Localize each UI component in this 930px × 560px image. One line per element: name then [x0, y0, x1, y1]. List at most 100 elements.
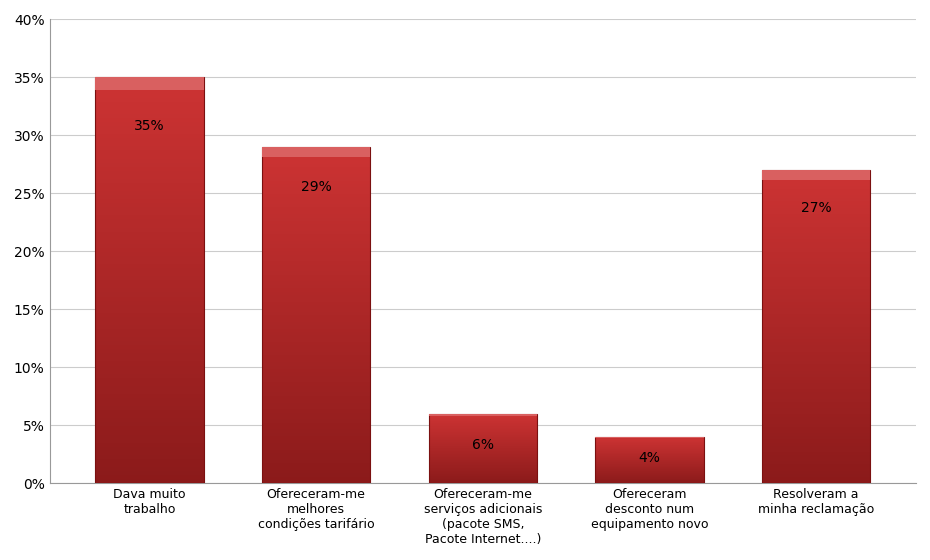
Bar: [262, 463, 370, 466]
Bar: [262, 476, 370, 480]
Bar: [262, 274, 370, 278]
Bar: [762, 451, 870, 455]
Bar: [762, 477, 870, 480]
Bar: [762, 226, 870, 230]
Bar: [262, 295, 370, 298]
Bar: [762, 220, 870, 223]
Bar: [96, 450, 204, 455]
Bar: [96, 312, 204, 317]
Bar: [96, 426, 204, 431]
Bar: [429, 433, 537, 434]
Bar: [96, 365, 204, 370]
Bar: [762, 230, 870, 233]
Bar: [429, 441, 537, 442]
Bar: [429, 414, 537, 416]
Bar: [429, 455, 537, 456]
Bar: [96, 162, 204, 167]
Bar: [262, 150, 370, 153]
Bar: [262, 338, 370, 342]
Bar: [762, 242, 870, 245]
Bar: [262, 298, 370, 302]
Bar: [429, 438, 537, 440]
Bar: [762, 398, 870, 402]
Bar: [429, 432, 537, 433]
Bar: [762, 254, 870, 258]
Bar: [762, 301, 870, 305]
Bar: [96, 85, 204, 90]
Bar: [96, 438, 204, 442]
Bar: [429, 415, 537, 416]
Bar: [262, 207, 370, 211]
Bar: [429, 446, 537, 447]
Bar: [96, 470, 204, 475]
Bar: [762, 170, 870, 180]
Bar: [96, 154, 204, 158]
Bar: [762, 195, 870, 198]
Bar: [762, 273, 870, 277]
Bar: [762, 361, 870, 364]
Bar: [262, 261, 370, 265]
Bar: [595, 437, 704, 438]
Bar: [262, 160, 370, 164]
Bar: [96, 130, 204, 134]
Bar: [96, 300, 204, 305]
Bar: [762, 467, 870, 471]
Bar: [262, 368, 370, 372]
Bar: [96, 357, 204, 362]
Bar: [262, 227, 370, 231]
Bar: [96, 186, 204, 191]
Bar: [762, 445, 870, 449]
Bar: [262, 248, 370, 251]
Bar: [262, 224, 370, 228]
Bar: [96, 475, 204, 479]
Bar: [262, 409, 370, 413]
Bar: [429, 422, 537, 423]
Bar: [96, 134, 204, 138]
Bar: [96, 235, 204, 240]
Bar: [762, 433, 870, 436]
Bar: [96, 361, 204, 366]
Bar: [262, 392, 370, 396]
Bar: [96, 170, 204, 175]
Bar: [96, 385, 204, 390]
Bar: [262, 365, 370, 369]
Bar: [762, 408, 870, 411]
Bar: [762, 329, 870, 333]
Bar: [262, 174, 370, 177]
Bar: [762, 464, 870, 468]
Bar: [762, 311, 870, 314]
Bar: [96, 414, 204, 418]
Bar: [429, 427, 537, 428]
Bar: [429, 420, 537, 421]
Bar: [429, 426, 537, 427]
Bar: [762, 236, 870, 239]
Bar: [262, 432, 370, 436]
Bar: [762, 449, 870, 452]
Bar: [762, 286, 870, 289]
Bar: [96, 333, 204, 337]
Bar: [429, 437, 537, 438]
Bar: [762, 323, 870, 326]
Bar: [762, 336, 870, 339]
Bar: [262, 214, 370, 218]
Bar: [762, 480, 870, 483]
Bar: [96, 138, 204, 142]
Bar: [429, 434, 537, 435]
Bar: [262, 375, 370, 379]
Bar: [96, 320, 204, 325]
Bar: [429, 474, 537, 475]
Bar: [429, 428, 537, 429]
Bar: [762, 204, 870, 208]
Bar: [262, 311, 370, 315]
Bar: [762, 173, 870, 176]
Bar: [262, 237, 370, 241]
Bar: [762, 245, 870, 249]
Bar: [429, 476, 537, 477]
Bar: [262, 352, 370, 356]
Bar: [262, 197, 370, 200]
Bar: [96, 390, 204, 394]
Bar: [762, 442, 870, 446]
Bar: [262, 452, 370, 456]
Bar: [429, 423, 537, 424]
Bar: [762, 354, 870, 358]
